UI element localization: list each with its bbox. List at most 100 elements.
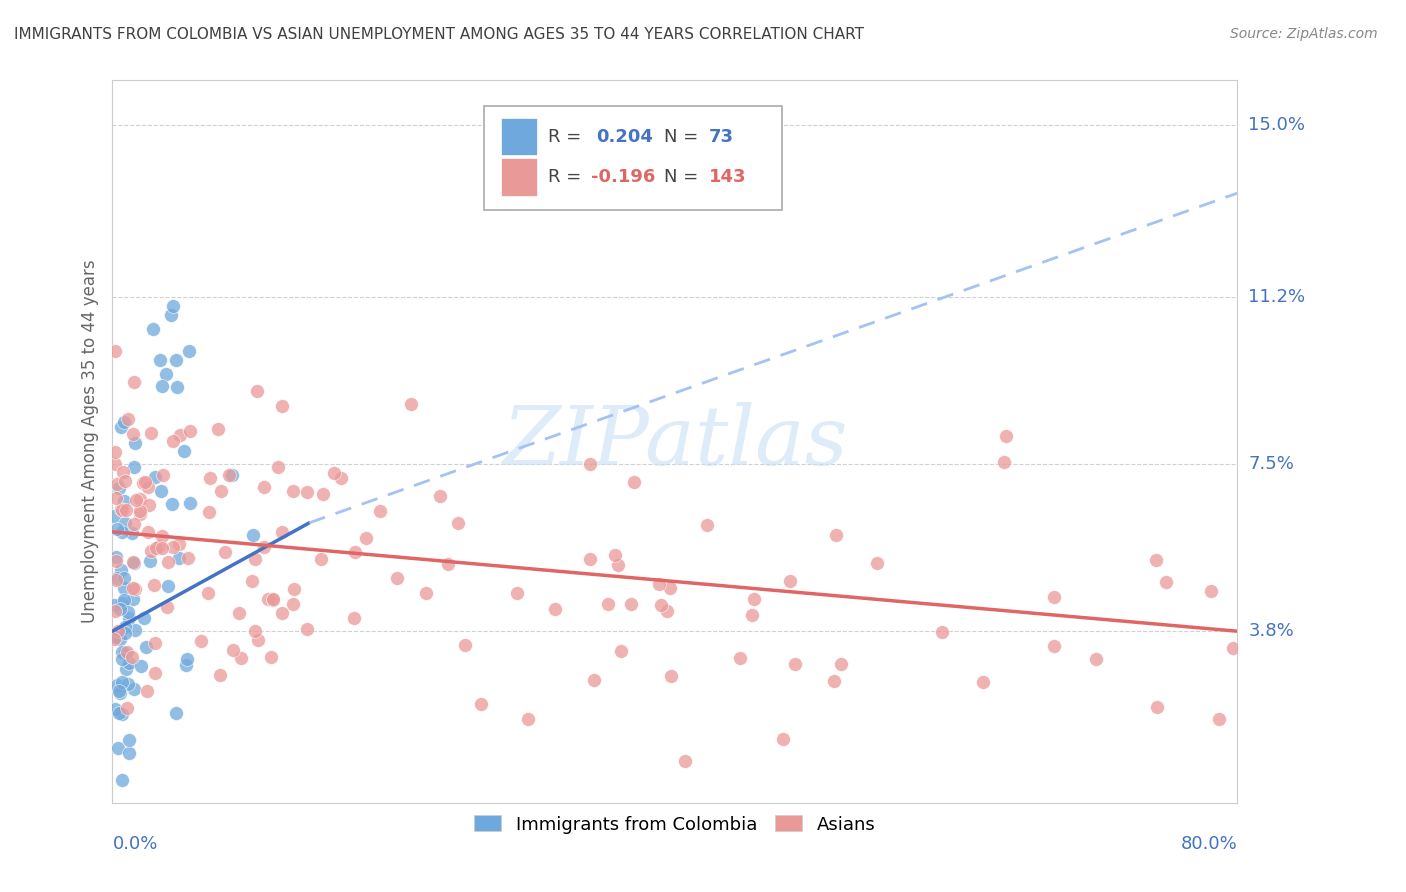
Text: R =: R = (548, 168, 581, 186)
Point (103, 509, 125, 524)
Text: 73: 73 (709, 128, 734, 145)
Point (429, 489, 451, 503)
Text: Source: ZipAtlas.com: Source: ZipAtlas.com (1230, 27, 1378, 41)
Point (110, 563, 132, 577)
Point (387, 571, 409, 585)
Point (579, 457, 602, 471)
Point (105, 571, 128, 585)
Point (197, 586, 219, 600)
Point (108, 686, 131, 700)
Point (114, 516, 136, 531)
Point (231, 650, 253, 665)
Point (295, 485, 318, 500)
Point (779, 574, 801, 589)
Point (214, 544, 236, 558)
Point (270, 399, 292, 413)
Point (177, 551, 200, 566)
Text: 143: 143 (709, 168, 747, 186)
Point (173, 444, 195, 458)
Point (1144, 552, 1167, 566)
Point (122, 517, 145, 532)
Text: -0.196: -0.196 (591, 168, 655, 186)
Point (112, 593, 135, 607)
Point (103, 702, 125, 716)
Point (222, 642, 245, 657)
Point (122, 557, 145, 571)
Point (659, 669, 682, 683)
Point (108, 706, 131, 721)
Point (197, 505, 219, 519)
Point (516, 712, 538, 726)
Text: 80.0%: 80.0% (1181, 835, 1237, 854)
Point (104, 604, 127, 618)
Point (166, 380, 188, 394)
Point (167, 550, 190, 565)
Point (136, 480, 159, 494)
Point (165, 353, 187, 368)
Point (1043, 590, 1066, 604)
Point (135, 640, 157, 654)
Point (105, 477, 128, 491)
Point (121, 525, 143, 540)
Point (112, 415, 135, 429)
Text: 7.5%: 7.5% (1249, 455, 1295, 473)
Point (110, 502, 132, 516)
Point (112, 581, 135, 595)
Point (108, 481, 131, 495)
Point (309, 552, 332, 566)
Point (344, 545, 367, 559)
Point (165, 706, 187, 720)
Point (603, 549, 626, 563)
Y-axis label: Unemployment Among Ages 35 to 44 years: Unemployment Among Ages 35 to 44 years (80, 260, 98, 624)
Point (139, 425, 162, 440)
Point (143, 577, 166, 591)
Point (136, 525, 159, 540)
Point (619, 597, 641, 611)
Point (112, 570, 135, 584)
Point (931, 625, 953, 640)
Point (281, 597, 304, 611)
Point (143, 665, 166, 680)
Point (150, 379, 173, 393)
Point (111, 675, 134, 690)
Point (994, 429, 1017, 443)
Point (149, 353, 172, 368)
Point (783, 657, 806, 672)
Point (200, 470, 222, 484)
Point (209, 483, 232, 498)
Point (114, 620, 136, 634)
Point (122, 427, 145, 442)
Text: 11.2%: 11.2% (1249, 288, 1306, 306)
Point (607, 558, 630, 573)
Point (111, 773, 134, 788)
Point (253, 481, 276, 495)
Text: R =: R = (548, 128, 581, 145)
Point (242, 528, 264, 542)
Point (124, 624, 146, 638)
Point (297, 622, 319, 636)
Point (972, 674, 994, 689)
Point (111, 706, 134, 721)
Point (115, 645, 138, 659)
Point (270, 606, 292, 620)
Point (506, 585, 529, 599)
Point (610, 644, 633, 658)
Point (167, 537, 190, 551)
Point (159, 308, 181, 322)
Point (262, 592, 284, 607)
Point (122, 375, 145, 389)
Point (134, 475, 156, 490)
Point (370, 504, 392, 518)
Point (117, 606, 139, 620)
Point (117, 411, 139, 425)
Point (207, 421, 229, 435)
Point (129, 491, 152, 506)
Point (142, 321, 165, 335)
Point (150, 529, 173, 543)
Point (169, 427, 191, 442)
Point (865, 556, 887, 570)
Point (150, 483, 173, 498)
Point (118, 733, 141, 747)
Point (114, 626, 136, 640)
Point (110, 420, 132, 434)
